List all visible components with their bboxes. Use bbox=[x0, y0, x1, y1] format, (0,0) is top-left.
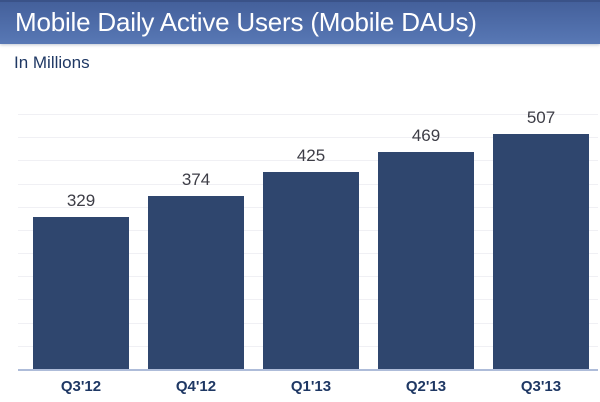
bar-value-label: 469 bbox=[411, 126, 441, 145]
bar-value-label: 374 bbox=[181, 170, 211, 189]
bar-value-label: 329 bbox=[66, 191, 96, 210]
page-title: Mobile Daily Active Users (Mobile DAUs) bbox=[15, 7, 477, 37]
bar-Q2'13 bbox=[378, 152, 474, 369]
bar-value-label: 425 bbox=[296, 146, 326, 165]
bar-value-label: 507 bbox=[526, 108, 556, 127]
x-axis-label: Q3'13 bbox=[520, 378, 562, 395]
x-axis-label: Q3'12 bbox=[60, 378, 102, 395]
title-bar: Mobile Daily Active Users (Mobile DAUs) bbox=[0, 0, 600, 44]
x-axis-label: Q2'13 bbox=[405, 378, 447, 395]
gridline bbox=[18, 137, 598, 138]
gridline bbox=[18, 160, 598, 161]
bar-Q4'12 bbox=[148, 196, 244, 369]
bar-Q1'13 bbox=[263, 172, 359, 369]
chart-subtitle: In Millions bbox=[14, 53, 90, 72]
bar-Q3'13 bbox=[493, 134, 589, 369]
x-axis-line bbox=[18, 369, 598, 371]
gridline bbox=[18, 114, 598, 115]
bar-Q3'12 bbox=[33, 217, 129, 369]
x-axis-label: Q1'13 bbox=[290, 378, 332, 395]
x-axis-label: Q4'12 bbox=[175, 378, 217, 395]
